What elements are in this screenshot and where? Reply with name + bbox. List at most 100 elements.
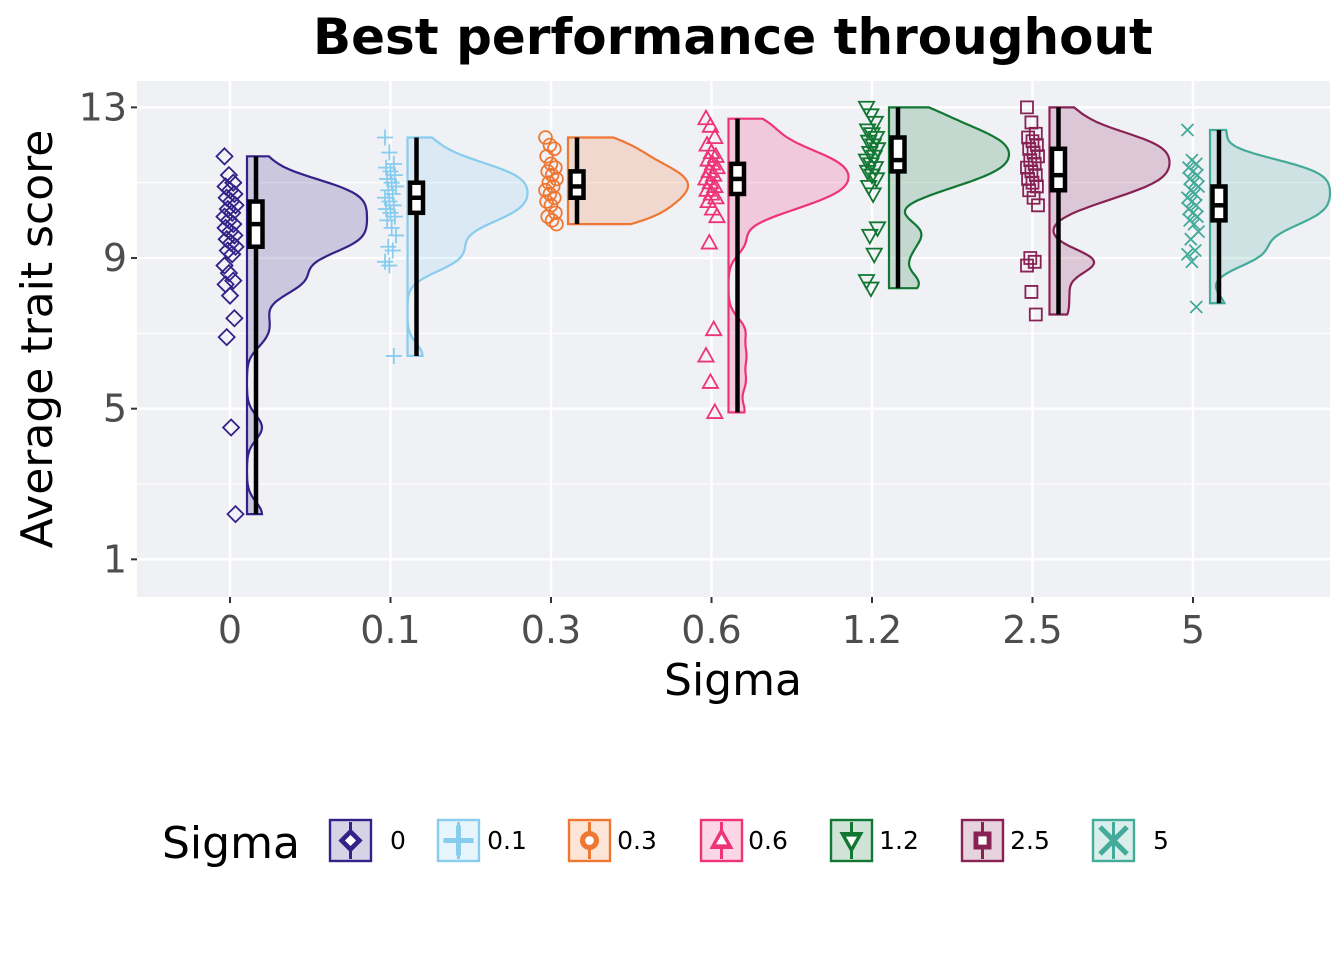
data-point-0.1 (380, 238, 397, 255)
data-point-0.1 (382, 204, 399, 221)
data-point-0 (215, 147, 234, 166)
legend-marker-core (585, 836, 594, 845)
data-point-0 (215, 256, 234, 275)
data-point-0 (221, 418, 241, 437)
iqr-box-2.5 (1049, 146, 1068, 193)
data-point-0.3 (546, 141, 562, 157)
y-tick-label: 13 (79, 85, 127, 129)
data-point-0.1 (380, 182, 397, 199)
data-point-0 (219, 263, 239, 283)
data-point-2.5 (1027, 254, 1042, 269)
data-point-0.3 (549, 216, 564, 232)
chart-title: Best performance throughout (313, 8, 1153, 66)
data-point-0.3 (538, 130, 553, 145)
data-point-0.1 (386, 208, 403, 225)
x-tick-label: 0.3 (521, 608, 581, 652)
data-point-0.1 (384, 185, 401, 202)
data-point-5 (1184, 232, 1198, 246)
x-axis: 0 0.1 0.3 0.6 1.2 2.5 5 (218, 597, 1205, 652)
y-axis-title: Average trait score (12, 130, 63, 549)
data-point-5 (1188, 187, 1202, 201)
data-point-0.3 (542, 186, 558, 202)
data-point-5 (1190, 209, 1205, 224)
data-point-0.1 (388, 178, 404, 195)
density-cloud-0.6 (727, 117, 850, 414)
x-tick-label: 2.5 (1002, 608, 1062, 652)
data-point-0.3 (548, 205, 563, 221)
data-point-1.2 (865, 247, 884, 265)
data-point-0.6 (706, 187, 726, 205)
legend-label-1.2: 1.2 (879, 826, 919, 855)
legend-marker-core (715, 834, 728, 845)
data-point-0.3 (549, 171, 564, 187)
legend-item-0.6: 0.6 (699, 818, 788, 863)
data-point-1.2 (863, 187, 883, 204)
data-point-0.1 (383, 219, 400, 236)
data-point-5 (1189, 198, 1203, 212)
data-point-1.2 (860, 228, 879, 246)
data-point-0.6 (705, 127, 724, 144)
density-cloud-0 (245, 155, 369, 516)
legend-marker-core (344, 834, 357, 847)
density-cloud-2.5 (1048, 106, 1171, 316)
data-point-0.1 (385, 197, 402, 214)
data-point-0.3 (546, 190, 562, 206)
data-point-0.1 (377, 189, 393, 206)
data-point-2.5 (1022, 183, 1037, 198)
data-point-0.6 (701, 372, 720, 389)
data-point-0.3 (540, 209, 555, 224)
data-point-0.1 (384, 242, 401, 259)
data-point-0.1 (385, 347, 402, 364)
data-point-5 (1187, 217, 1201, 231)
data-point-0.6 (704, 319, 723, 337)
data-point-5 (1191, 179, 1206, 194)
data-point-0.1 (378, 159, 395, 176)
y-tick-label: 5 (103, 387, 127, 431)
density-clouds (245, 106, 1332, 516)
legend-item-5: 5 (1091, 818, 1169, 863)
data-point-0.1 (378, 201, 395, 218)
data-point-0 (220, 286, 240, 305)
x-tick-label: 0.1 (360, 608, 420, 652)
data-point-1.2 (861, 281, 881, 298)
legend-label-0.6: 0.6 (748, 826, 788, 855)
legend-item-0.3: 0.3 (567, 818, 657, 863)
legend-label-0: 0 (390, 826, 406, 855)
data-point-0.6 (700, 233, 719, 250)
raw-points (215, 100, 1206, 524)
data-point-0.3 (544, 213, 560, 228)
data-point-5 (1190, 168, 1205, 182)
y-tick-label: 9 (103, 236, 127, 280)
legend-item-0.1: 0.1 (436, 818, 527, 863)
x-tick-label: 5 (1181, 608, 1205, 652)
data-point-0 (225, 309, 244, 328)
data-point-0.1 (377, 129, 393, 146)
data-point-2.5 (1030, 179, 1044, 194)
density-cloud-1.2 (887, 106, 1011, 290)
legend-title: Sigma (162, 818, 300, 869)
data-point-0.6 (696, 346, 716, 363)
data-point-2.5 (1020, 100, 1034, 115)
data-point-0.3 (544, 167, 560, 183)
data-point-0.1 (382, 163, 399, 180)
data-point-0.6 (701, 116, 720, 133)
legend-marker (443, 825, 474, 856)
box-plots (247, 107, 1228, 515)
data-point-0.1 (381, 193, 398, 210)
data-point-5 (1180, 123, 1195, 137)
legend-label-2.5: 2.5 (1010, 826, 1050, 855)
data-point-0.3 (538, 182, 553, 198)
legend-item-1.2: 1.2 (829, 818, 919, 863)
x-tick-label: 1.2 (842, 608, 902, 652)
legend-item-2.5: 2.5 (960, 818, 1050, 863)
legend: Sigma 0 0.1 0.3 0.6 1.2 2.5 5 (162, 818, 1169, 869)
density-cloud-0.3 (566, 136, 690, 226)
y-tick-label: 1 (103, 537, 127, 581)
data-point-0 (217, 327, 236, 347)
data-point-5 (1180, 247, 1195, 261)
data-point-0.3 (539, 194, 554, 209)
data-point-0.1 (385, 155, 402, 172)
data-point-5 (1188, 243, 1202, 258)
data-point-0.6 (705, 402, 724, 419)
